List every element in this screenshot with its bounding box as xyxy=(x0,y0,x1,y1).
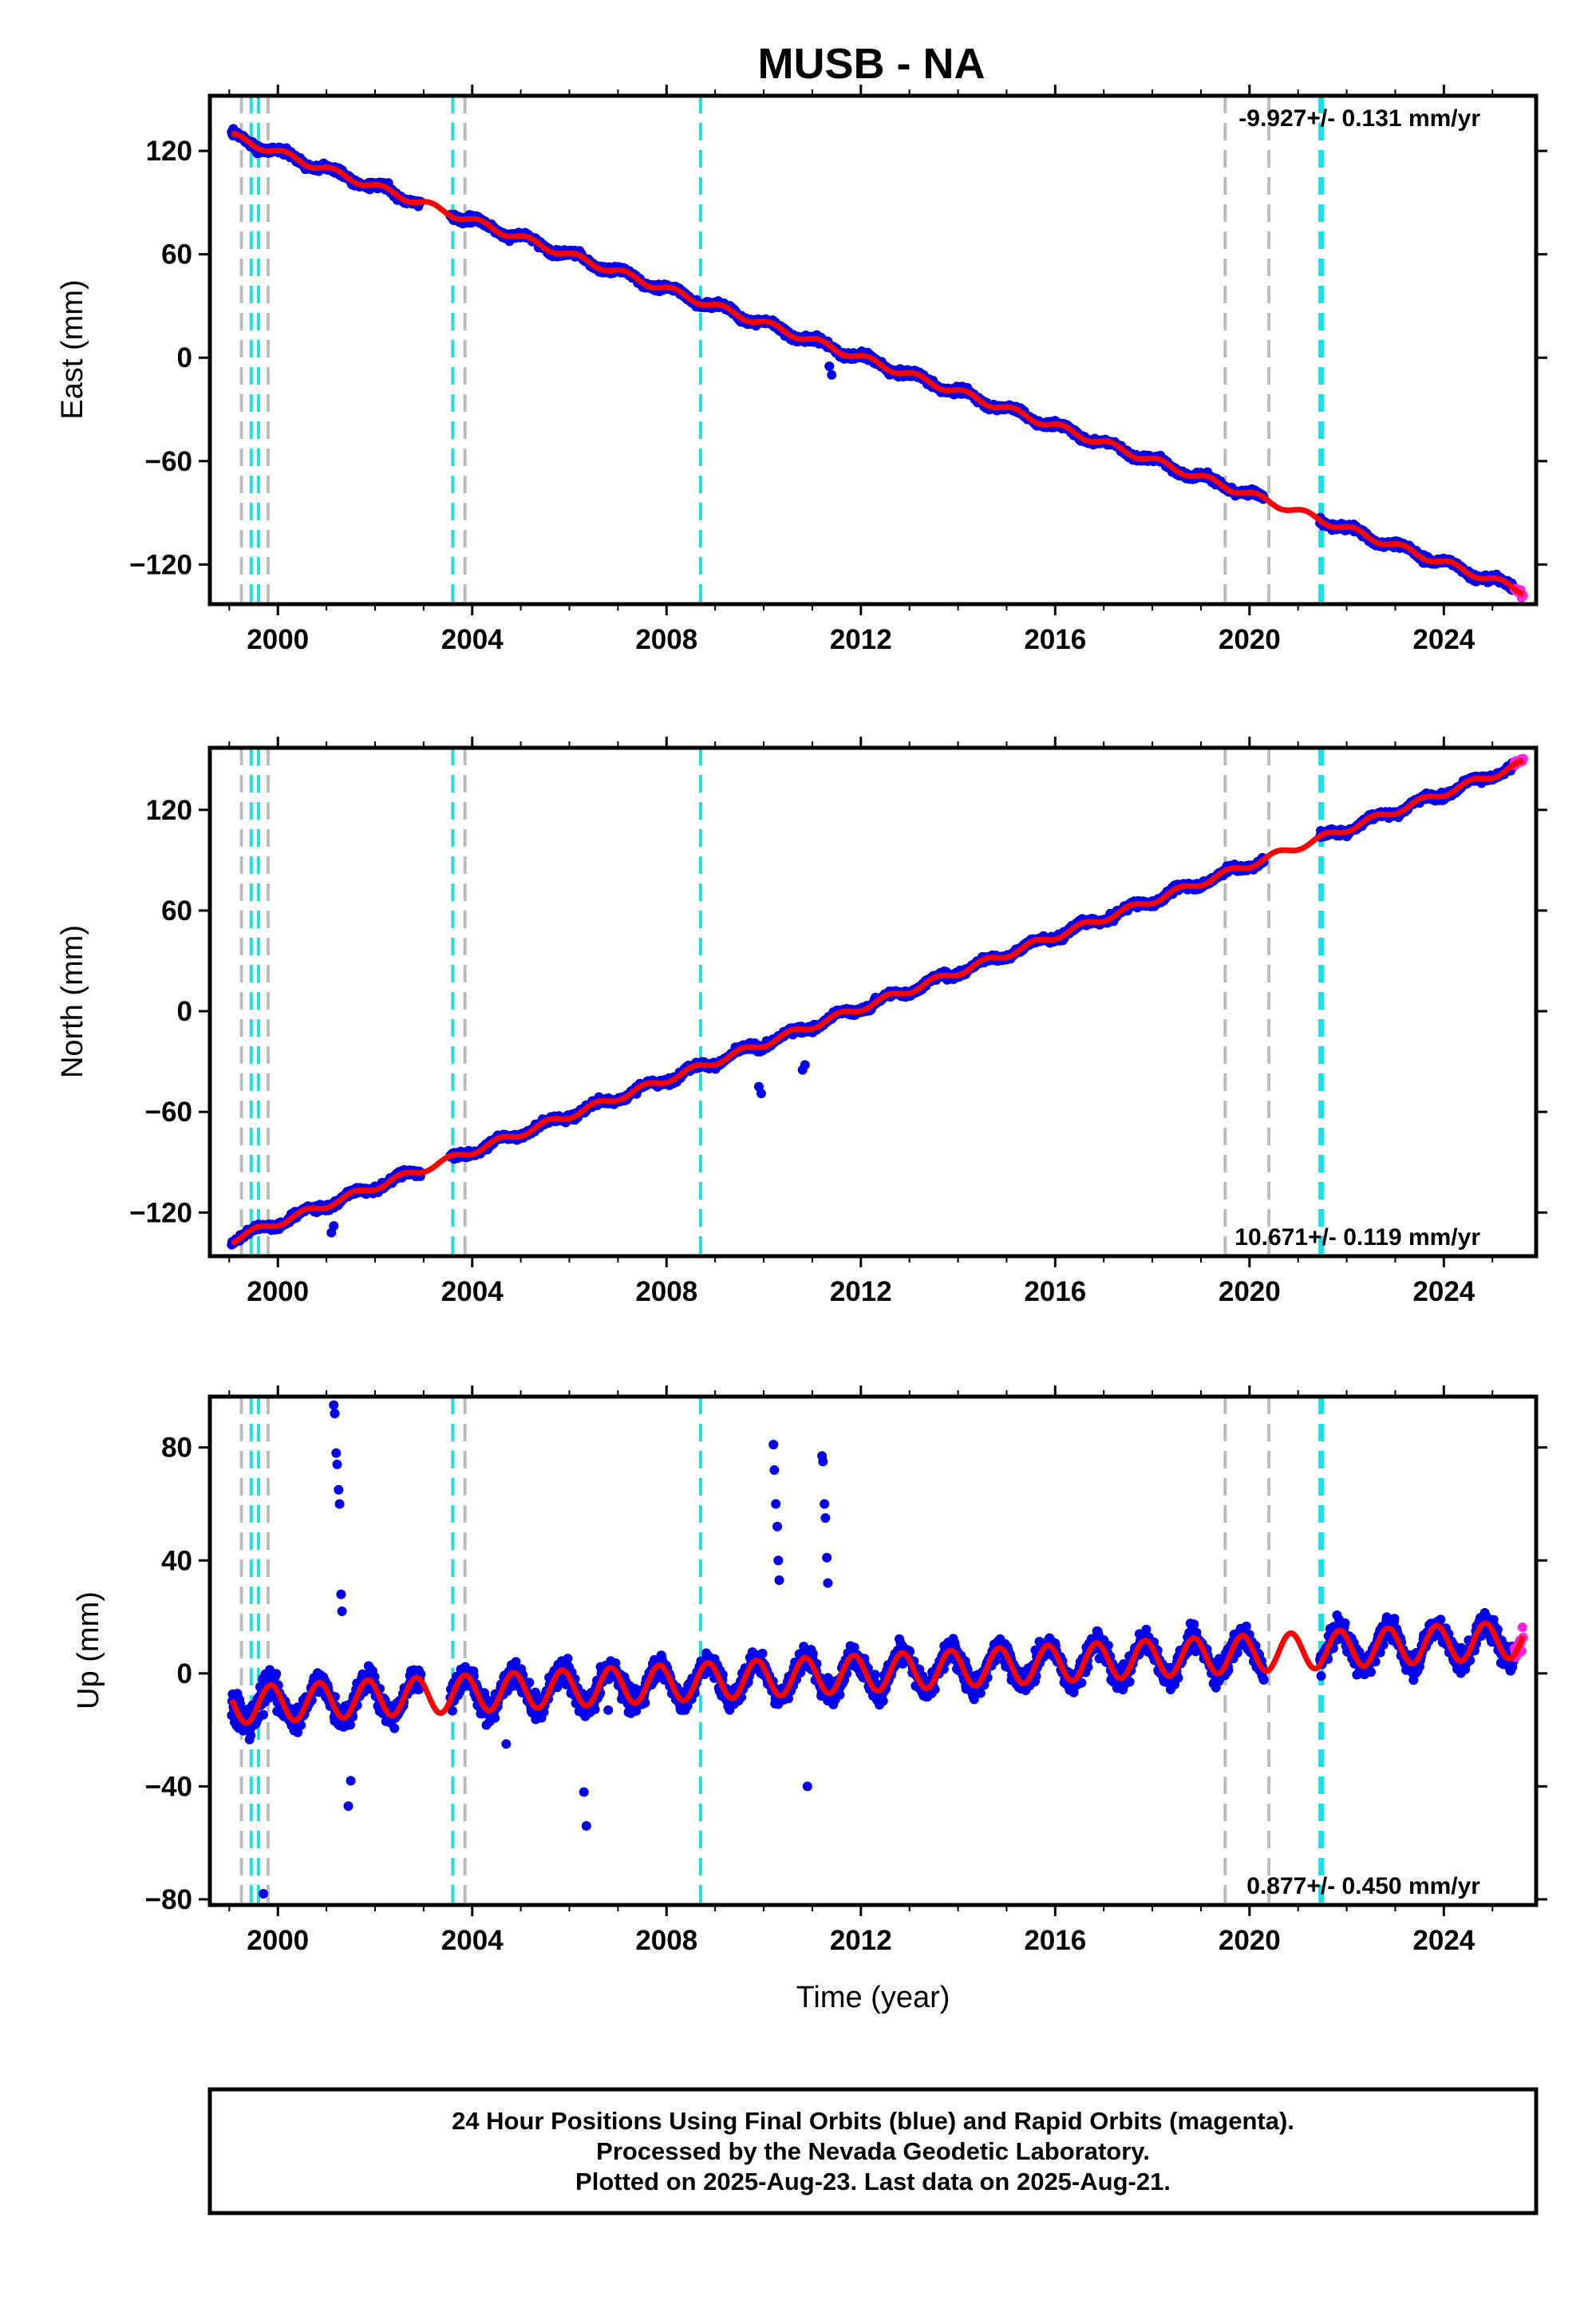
figure-title: MUSB - NA xyxy=(758,40,986,88)
east-rate-label: -9.927+/- 0.131 mm/yr xyxy=(1238,105,1480,132)
outlier-point xyxy=(827,370,837,380)
y-tick-label: 0 xyxy=(177,342,192,373)
y-tick-label: −120 xyxy=(129,549,192,580)
y-tick-label: −60 xyxy=(145,446,192,477)
x-tick-label: 2000 xyxy=(247,624,309,655)
y-tick-label: 60 xyxy=(161,239,192,271)
x-tick-label: 2008 xyxy=(635,624,697,655)
y-tick-label: 120 xyxy=(146,136,192,167)
outlier-point xyxy=(824,362,835,372)
x-tick-label: 2004 xyxy=(441,624,504,655)
east-panel: -9.927+/- 0.131 mm/yr East (mm) −120 −60 0… xyxy=(56,85,1547,655)
north-panel: 10.671+/- 0.119 mm/yr North (mm) −120−60… xyxy=(56,737,1547,1307)
x-tick-label: 2020 xyxy=(1219,624,1281,655)
x-tick-label: 2016 xyxy=(1024,624,1086,655)
x-tick-label: 2012 xyxy=(830,624,892,655)
x-tick-label: 2024 xyxy=(1412,624,1475,655)
east-y-axis-label: East (mm) xyxy=(56,279,89,419)
model-fit-line xyxy=(231,130,1525,597)
